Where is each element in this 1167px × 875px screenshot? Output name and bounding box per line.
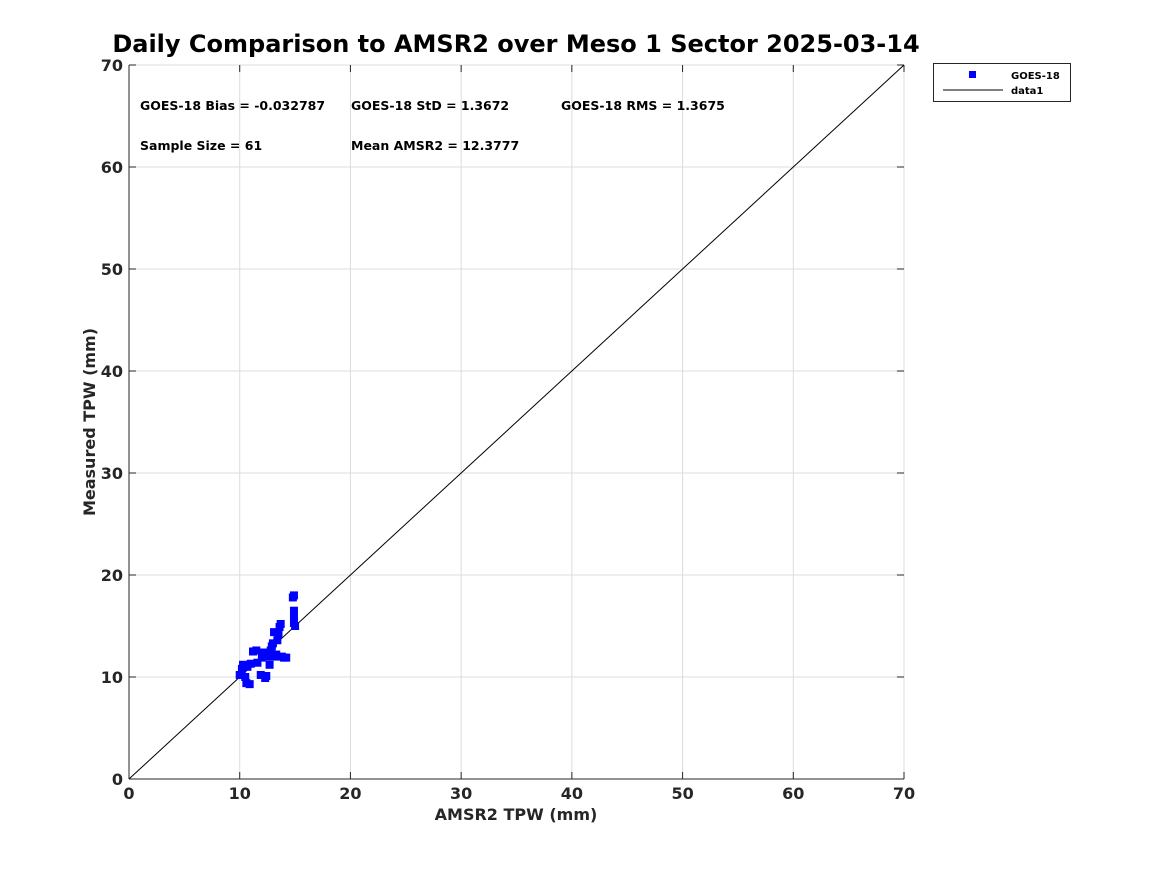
data-point bbox=[266, 646, 275, 655]
y-tick-label: 20 bbox=[101, 566, 123, 585]
data-point bbox=[265, 660, 274, 669]
grid bbox=[128, 64, 905, 780]
data-point bbox=[282, 653, 291, 662]
data-point bbox=[289, 606, 298, 615]
x-tick-label: 10 bbox=[229, 784, 251, 803]
data-point bbox=[252, 646, 261, 655]
y-tick-labels: 0 10 20 30 40 50 60 70 bbox=[101, 56, 123, 789]
rms-annotation: GOES-18 RMS = 1.3675 bbox=[561, 98, 725, 113]
sample-size-annotation: Sample Size = 61 bbox=[140, 138, 262, 153]
y-axis-label: Measured TPW (mm) bbox=[80, 328, 99, 516]
y-tick-label: 40 bbox=[101, 362, 123, 381]
x-tick-labels: 0 10 20 30 40 50 60 70 bbox=[123, 784, 915, 803]
data-point bbox=[291, 622, 300, 630]
data-point bbox=[289, 591, 298, 600]
y-tick-label: 0 bbox=[112, 770, 123, 789]
data-point bbox=[272, 650, 281, 659]
legend: GOES-18 data1 bbox=[933, 63, 1071, 102]
legend-label-goes18: GOES-18 bbox=[1011, 71, 1060, 82]
legend-box bbox=[933, 63, 1071, 102]
x-tick-label: 60 bbox=[782, 784, 804, 803]
data-point bbox=[241, 673, 250, 681]
data-point bbox=[264, 652, 273, 661]
stats-annotations: GOES-18 Bias = -0.032787 GOES-18 StD = 1… bbox=[140, 98, 725, 153]
x-tick-label: 70 bbox=[893, 784, 915, 803]
x-tick-label: 40 bbox=[561, 784, 583, 803]
data-point bbox=[262, 671, 271, 680]
data-point bbox=[253, 658, 262, 667]
bias-annotation: GOES-18 Bias = -0.032787 bbox=[140, 98, 325, 113]
data-point bbox=[237, 664, 246, 673]
x-tick-label: 20 bbox=[339, 784, 361, 803]
y-tick-label: 30 bbox=[101, 464, 123, 483]
x-tick-label: 30 bbox=[450, 784, 472, 803]
legend-marker-goes18 bbox=[969, 71, 976, 78]
y-tick-label: 50 bbox=[101, 260, 123, 279]
data-point bbox=[273, 636, 282, 645]
data-point bbox=[276, 619, 285, 628]
scatter-points bbox=[235, 591, 300, 689]
x-tick-label: 0 bbox=[123, 784, 134, 803]
x-tick-label: 50 bbox=[671, 784, 693, 803]
data-point bbox=[246, 659, 255, 668]
data-point bbox=[274, 630, 283, 639]
x-axis-label: AMSR2 TPW (mm) bbox=[435, 805, 598, 824]
data-point bbox=[268, 639, 277, 648]
data-point bbox=[258, 648, 267, 657]
std-annotation: GOES-18 StD = 1.3672 bbox=[351, 98, 509, 113]
legend-label-data1: data1 bbox=[1011, 86, 1043, 97]
chart-title: Daily Comparison to AMSR2 over Meso 1 Se… bbox=[112, 30, 919, 58]
data-point bbox=[239, 660, 248, 669]
data-point bbox=[270, 628, 279, 637]
y-tick-label: 10 bbox=[101, 668, 123, 687]
mean-annotation: Mean AMSR2 = 12.3777 bbox=[351, 138, 519, 153]
data-point bbox=[245, 680, 254, 689]
y-tick-label: 60 bbox=[101, 158, 123, 177]
data-point bbox=[256, 670, 265, 679]
data-point bbox=[235, 670, 244, 679]
data-point bbox=[289, 612, 298, 621]
y-tick-label: 70 bbox=[101, 56, 123, 75]
data-point bbox=[257, 653, 266, 662]
axes bbox=[128, 64, 905, 780]
